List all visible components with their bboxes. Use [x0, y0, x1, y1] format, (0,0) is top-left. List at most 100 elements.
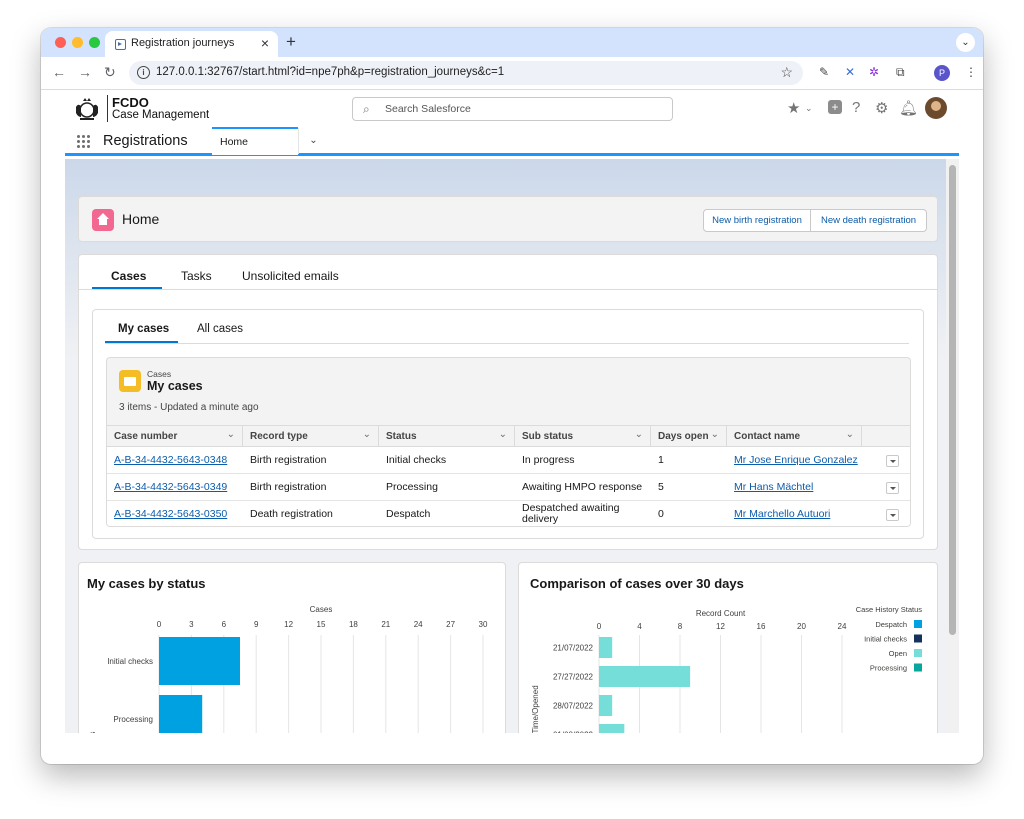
- case-number-link[interactable]: A-B-34-4432-5643-0348: [114, 454, 228, 466]
- list-title[interactable]: My cases: [147, 379, 203, 393]
- x-tick-label: 8: [678, 622, 683, 631]
- x-tick-label: 21: [381, 620, 390, 629]
- column-header-status[interactable]: Status ⌄: [379, 426, 515, 448]
- x-tick-label: 0: [597, 622, 602, 631]
- x-tick-label: 15: [317, 620, 326, 629]
- browser-window: Registration journeys × + ⌄ ← → ↻ i 127.…: [41, 28, 983, 764]
- column-header-case-number[interactable]: Case number ⌄: [107, 426, 243, 448]
- row-actions-dropdown[interactable]: [886, 482, 899, 494]
- page-favicon-icon: [115, 39, 126, 50]
- close-window-button[interactable]: [55, 37, 66, 48]
- case-number-link[interactable]: A-B-34-4432-5643-0349: [114, 481, 228, 493]
- react-extension-icon[interactable]: ✲: [869, 65, 880, 79]
- column-header-contact-name[interactable]: Contact name ⌄: [727, 426, 862, 448]
- sub-status-cell: Awaiting HMPO response: [522, 481, 643, 493]
- list-view: Cases My cases 3 items - Updated a minut…: [106, 357, 911, 527]
- bookmark-star-icon[interactable]: ☆: [780, 64, 793, 80]
- search-input[interactable]: [385, 99, 665, 119]
- browser-tab[interactable]: Registration journeys ×: [105, 31, 278, 57]
- chevron-down-icon: ⌄: [362, 429, 371, 440]
- row-actions-dropdown[interactable]: [886, 509, 899, 521]
- app-launcher-icon[interactable]: [77, 135, 91, 149]
- contact-name-link[interactable]: Mr Hans Mächtel: [734, 481, 814, 493]
- x-tick-label: 4: [637, 622, 642, 631]
- browser-menu-icon[interactable]: ⋮: [965, 65, 977, 79]
- tab-all-cases[interactable]: All cases: [197, 323, 244, 335]
- chevron-down-icon: ⌄: [498, 429, 507, 440]
- x-axis-label: Cases: [310, 605, 333, 614]
- app-navigation-bar: Registrations Home ⌄: [65, 127, 959, 156]
- sub-tab-divider: [105, 343, 909, 344]
- reload-icon[interactable]: ↻: [104, 64, 116, 80]
- x-tick-label: 20: [797, 622, 806, 631]
- tab-tasks[interactable]: Tasks: [181, 269, 212, 283]
- site-info-icon[interactable]: i: [137, 66, 150, 79]
- settings-gear-icon[interactable]: ⚙: [875, 100, 889, 117]
- active-tab-indicator: [92, 287, 162, 289]
- bar-segment: [599, 695, 613, 716]
- row-actions-dropdown[interactable]: [886, 455, 899, 467]
- url-text[interactable]: 127.0.0.1:32767/start.html?id=npe7ph&p=r…: [156, 66, 505, 78]
- tab-divider: [79, 289, 937, 290]
- browser-toolbar: ← → ↻ i 127.0.0.1:32767/start.html?id=np…: [41, 57, 983, 90]
- tab-unsolicited-emails[interactable]: Unsolicited emails: [242, 269, 339, 283]
- contact-name-link[interactable]: Mr Jose Enrique Gonzalez: [734, 454, 858, 466]
- scrollbar-thumb[interactable]: [949, 165, 956, 635]
- notifications-bell-icon[interactable]: 🔔︎: [899, 100, 919, 117]
- cases-by-status-chart: Cases 0 3 6 9 12 15 18 21 24 27 30 Status Initial che…: [88, 605, 488, 733]
- tab-my-cases[interactable]: My cases: [118, 323, 170, 335]
- global-search[interactable]: ⌕: [352, 97, 673, 121]
- x-extension-icon[interactable]: ✕: [845, 65, 856, 79]
- legend-entry: Initial checks: [864, 635, 907, 644]
- legend-title: Case History Status: [856, 605, 923, 614]
- list-object-label: Cases: [147, 369, 172, 379]
- x-tick-label: 6: [222, 620, 227, 629]
- cases-tabset-card: Cases Tasks Unsolicited emails My cases …: [78, 254, 938, 550]
- bar-segment: [599, 637, 613, 658]
- new-tab-button[interactable]: +: [286, 32, 296, 51]
- case-number-link[interactable]: A-B-34-4432-5643-0350: [114, 508, 228, 520]
- forward-icon[interactable]: →: [78, 64, 92, 80]
- y-axis-label: Date/Time/Opened: [531, 685, 540, 733]
- nav-tab-home[interactable]: Home: [212, 127, 298, 155]
- brand-divider: [107, 95, 108, 122]
- status-cell: Initial checks: [386, 454, 447, 466]
- column-header-days-open[interactable]: Days open ⌄: [651, 426, 727, 448]
- x-tick-label: 24: [414, 620, 423, 629]
- new-death-registration-button[interactable]: New death registration: [810, 209, 927, 232]
- chevron-down-icon: ⌄: [710, 429, 719, 440]
- home-icon: [92, 209, 114, 231]
- x-tick-label: 9: [254, 620, 259, 629]
- bar: [159, 695, 203, 733]
- new-birth-registration-button[interactable]: New birth registration: [703, 209, 811, 232]
- nav-more-chevron-icon[interactable]: ⌄: [298, 128, 328, 154]
- favorites-dropdown-icon[interactable]: ⌄: [805, 103, 813, 113]
- column-header-sub-status[interactable]: Sub status ⌄: [515, 426, 651, 448]
- tab-search-button[interactable]: ⌄: [956, 33, 975, 52]
- legend-swatch: [914, 663, 922, 672]
- tab-cases[interactable]: Cases: [111, 269, 147, 283]
- table-row: A-B-34-4432-5643-0350 Death registration…: [107, 501, 910, 526]
- contact-name-link[interactable]: Mr Marchello Autuori: [734, 508, 831, 520]
- help-icon[interactable]: ?: [852, 99, 861, 116]
- record-type-cell: Death registration: [250, 508, 333, 520]
- close-tab-icon[interactable]: ×: [260, 35, 269, 51]
- global-actions-icon[interactable]: +: [828, 100, 842, 114]
- column-header-record-type[interactable]: Record type ⌄: [243, 426, 379, 448]
- user-avatar[interactable]: [925, 97, 947, 119]
- favorites-star-icon[interactable]: ★: [787, 100, 801, 117]
- chart-title: My cases by status: [87, 576, 206, 591]
- extensions-puzzle-icon[interactable]: ⧉: [896, 65, 905, 79]
- days-open-cell: 0: [658, 508, 664, 520]
- minimize-window-button[interactable]: [72, 37, 83, 48]
- category-label: Initial checks: [107, 657, 153, 666]
- maximize-window-button[interactable]: [89, 37, 100, 48]
- back-icon[interactable]: ←: [52, 64, 66, 80]
- eyedropper-extension-icon[interactable]: ✎: [819, 65, 830, 79]
- record-type-cell: Birth registration: [250, 454, 327, 466]
- app-header: FCDO Case Management ⌕ ★ ⌄ + ? ⚙ 🔔︎: [65, 90, 959, 128]
- page-title: Home: [122, 211, 160, 227]
- y-axis-label: Status: [88, 732, 97, 733]
- address-bar[interactable]: i 127.0.0.1:32767/start.html?id=npe7ph&p…: [129, 61, 803, 85]
- profile-avatar[interactable]: P: [934, 65, 950, 81]
